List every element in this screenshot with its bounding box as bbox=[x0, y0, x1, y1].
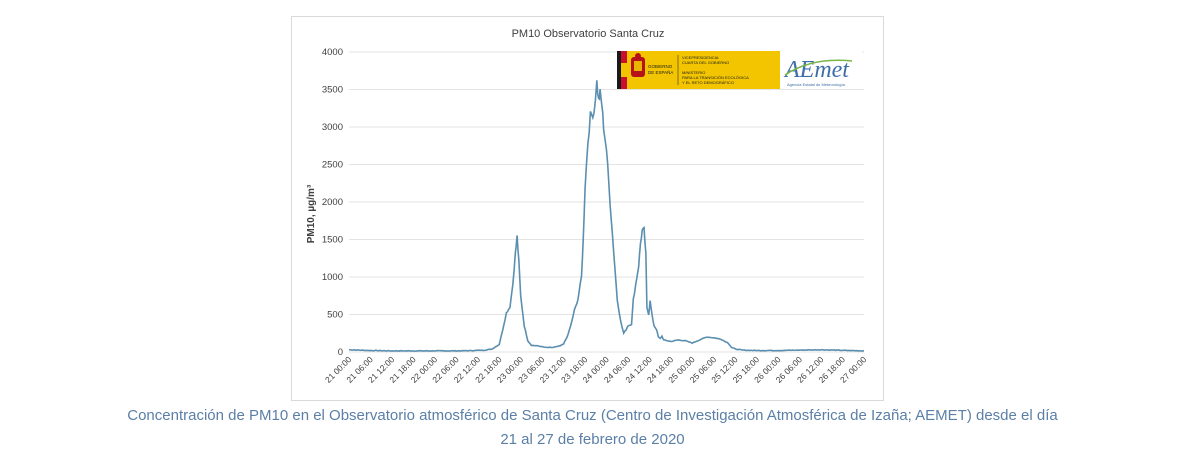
gobierno-line-1: GOBIERNO bbox=[648, 64, 673, 69]
gov-text-1: VICEPRESIDENCIA bbox=[682, 55, 719, 60]
gov-text-4: MINISTERIO bbox=[682, 70, 705, 75]
gridlines bbox=[349, 51, 864, 353]
gov-text-2: CUARTA DEL GOBIERNO bbox=[682, 60, 729, 65]
y-tick-label: 3000 bbox=[322, 122, 343, 133]
y-tick-label: 1500 bbox=[322, 235, 343, 246]
aemet-logo: AEmet Agencia Estatal de Meteorología bbox=[780, 51, 862, 89]
chart-title: PM10 Observatorio Santa Cruz bbox=[512, 28, 665, 40]
y-tick-label: 0 bbox=[338, 347, 343, 358]
y-tick-label: 4000 bbox=[322, 47, 343, 58]
y-tick-label: 1000 bbox=[322, 272, 343, 283]
pm10-series-line bbox=[349, 80, 865, 353]
gobierno-logo: GOBIERNO DE ESPAÑA VICEPRESIDENCIA CUART… bbox=[617, 51, 780, 89]
caption-line-1: Concentración de PM10 en el Observatorio… bbox=[127, 407, 1058, 424]
aemet-swoosh-icon bbox=[784, 59, 853, 76]
gov-text-6: Y EL RETO DEMOGRÁFICO bbox=[682, 80, 734, 85]
y-tick-label: 500 bbox=[327, 310, 343, 321]
coat-of-arms-icon bbox=[631, 53, 645, 77]
caption-line-2: 21 al 27 de febrero de 2020 bbox=[500, 431, 685, 448]
chart-figure: PM10 Observatorio Santa Cruz 0 500 1000 150… bbox=[291, 16, 884, 401]
aemet-subtitle: Agencia Estatal de Meteorología bbox=[787, 82, 846, 87]
y-axis-label: PM10, µg/m³ bbox=[306, 184, 317, 243]
y-tick-label: 2000 bbox=[322, 197, 343, 208]
y-axis-ticks: 0 500 1000 1500 2000 2500 3000 3500 4000 bbox=[322, 47, 343, 358]
figure-caption: Concentración de PM10 en el Observatorio… bbox=[0, 404, 1185, 452]
gobierno-line-2: DE ESPAÑA bbox=[648, 69, 673, 75]
pm10-line-chart: PM10 Observatorio Santa Cruz 0 500 1000 150… bbox=[306, 28, 869, 385]
gov-text-5: PARA LA TRANSICIÓN ECOLÓGICA bbox=[682, 75, 749, 80]
y-tick-label: 3500 bbox=[322, 85, 343, 96]
y-tick-label: 2500 bbox=[322, 160, 343, 171]
